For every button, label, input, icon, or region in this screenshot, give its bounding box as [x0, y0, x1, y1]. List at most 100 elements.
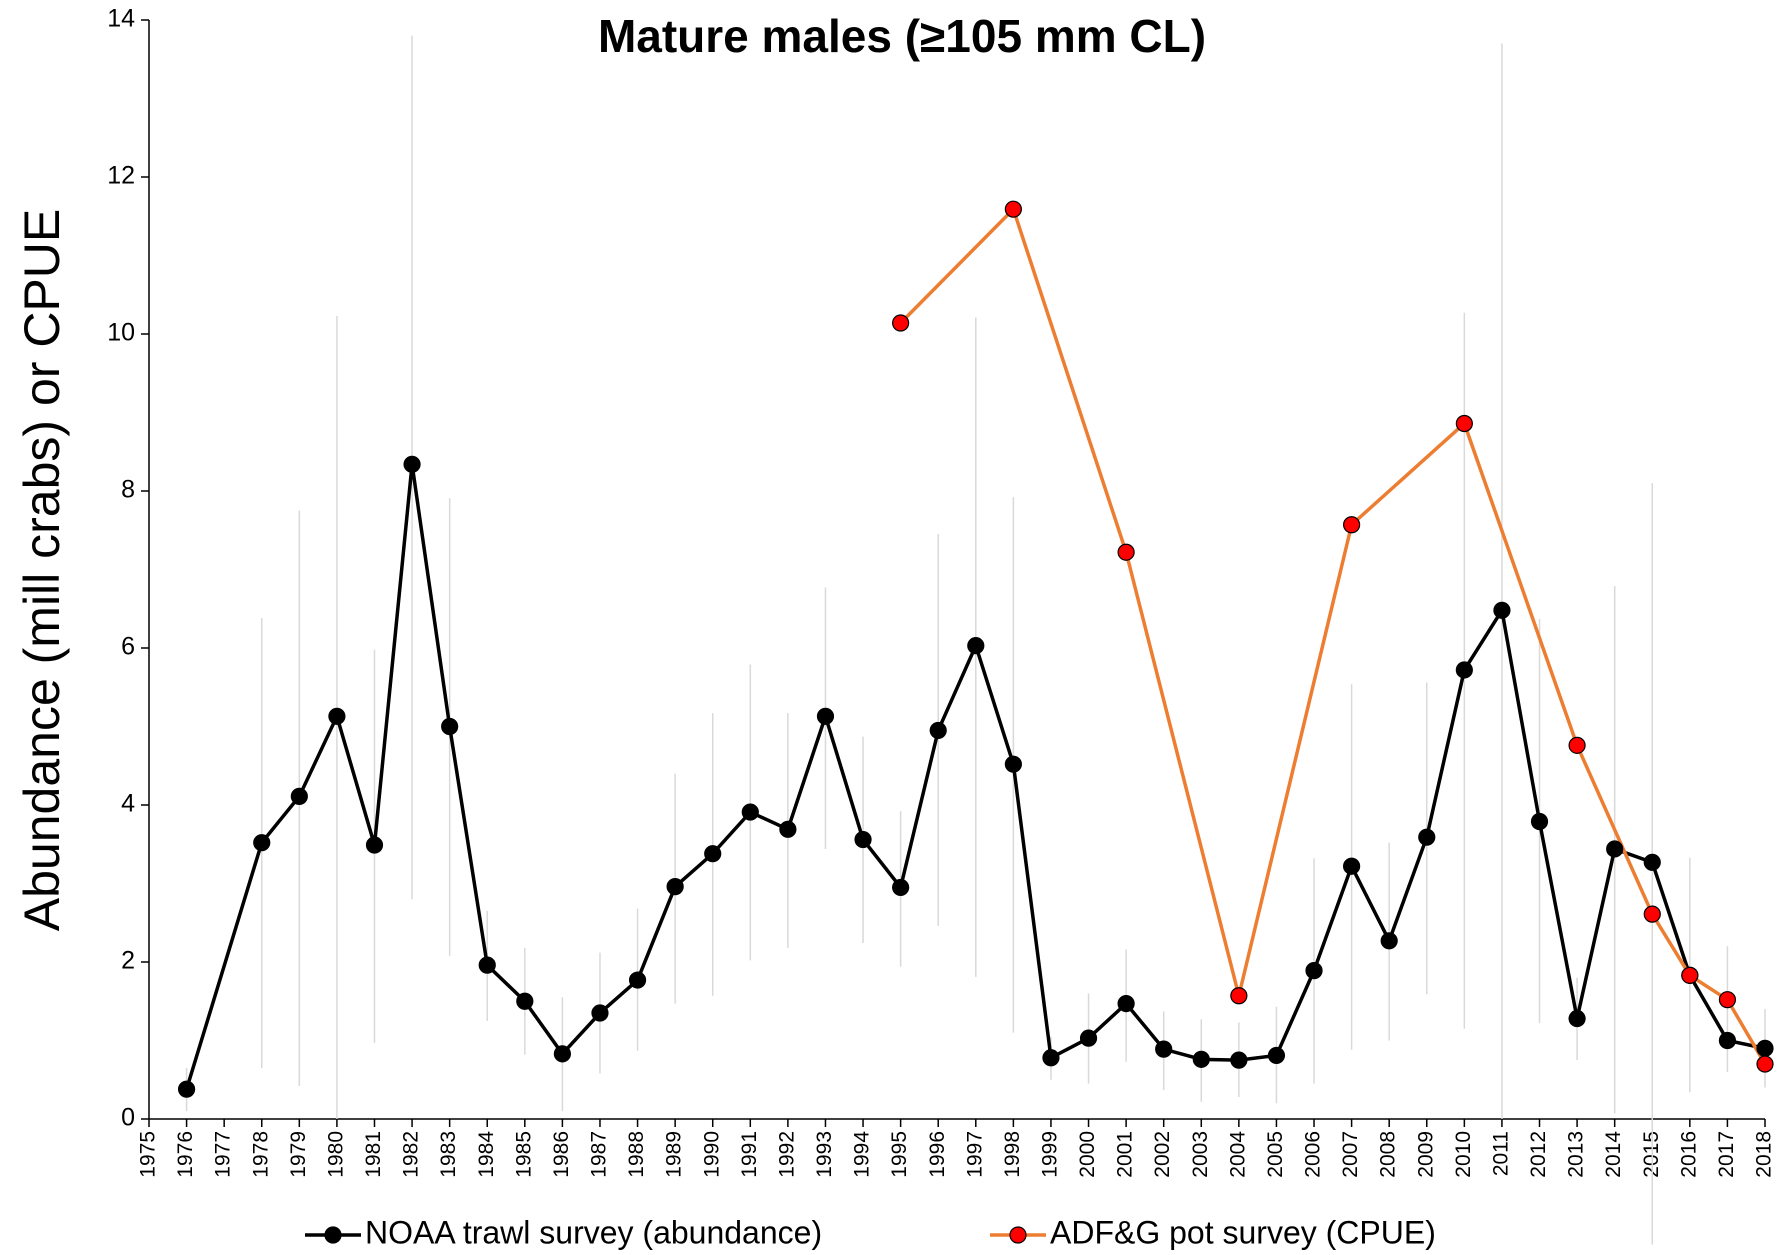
x-tick-label: 1999 [1039, 1131, 1062, 1178]
marker [1117, 543, 1135, 561]
x-tick-label: 2003 [1189, 1131, 1212, 1178]
marker [929, 721, 947, 740]
marker [741, 803, 759, 821]
x-tick-label: 1976 [174, 1131, 197, 1178]
marker [441, 717, 459, 736]
marker [177, 1080, 196, 1098]
x-tick-label: 1987 [588, 1131, 611, 1178]
marker [1155, 1040, 1173, 1058]
marker [1530, 812, 1549, 831]
x-tick-label: 1997 [963, 1131, 986, 1178]
x-tick-label: 1981 [362, 1131, 385, 1178]
marker [1718, 1031, 1737, 1050]
legend-marker [1009, 1226, 1027, 1244]
x-tick-label: 2001 [1114, 1131, 1137, 1178]
x-tick-label: 1983 [437, 1131, 460, 1178]
marker [1643, 905, 1661, 923]
marker [1192, 1050, 1210, 1068]
marker [1343, 516, 1361, 534]
marker [1117, 995, 1135, 1013]
y-axis-title: Abundance (mill crabs) or CPUE [14, 209, 70, 932]
x-tick-label: 2013 [1565, 1131, 1588, 1178]
x-tick-label: 1984 [475, 1131, 498, 1178]
marker [1004, 200, 1022, 218]
marker [591, 1004, 609, 1022]
marker [1267, 1046, 1286, 1065]
chart-title: Mature males (≥105 mm CL) [598, 10, 1206, 62]
marker [516, 992, 534, 1010]
series-line [899, 205, 1767, 1065]
x-tick-label: 1979 [287, 1131, 310, 1178]
x-tick-label: 2017 [1715, 1131, 1738, 1178]
marker [1568, 736, 1586, 754]
marker [779, 820, 797, 838]
x-tick-label: 2015 [1640, 1131, 1663, 1178]
x-tick-label: 2008 [1377, 1131, 1400, 1178]
y-tick-label: 10 [107, 319, 135, 347]
marker [704, 845, 722, 863]
y-tick-label: 12 [107, 162, 135, 190]
x-tick-label: 1988 [625, 1131, 648, 1178]
y-tick-label: 4 [121, 790, 135, 818]
x-tick-label: 2016 [1677, 1131, 1700, 1178]
x-tick-label: 1977 [212, 1131, 235, 1178]
marker [328, 707, 346, 725]
x-tick-label: 1995 [888, 1131, 911, 1178]
x-tick-label: 2011 [1489, 1131, 1512, 1176]
marker [478, 956, 496, 974]
x-tick-label: 2009 [1414, 1131, 1437, 1178]
legend-label: NOAA trawl survey (abundance) [365, 1214, 822, 1250]
x-tick-label: 2005 [1264, 1131, 1287, 1178]
marker [1681, 966, 1699, 984]
marker [1606, 840, 1624, 858]
x-tick-label: 1978 [249, 1131, 272, 1178]
x-tick-label: 2004 [1226, 1131, 1249, 1178]
marker [628, 971, 647, 989]
y-tick-label: 6 [121, 633, 135, 661]
x-tick-label: 1998 [1001, 1131, 1024, 1178]
x-tick-label: 1992 [775, 1131, 798, 1178]
x-tick-label: 2012 [1527, 1131, 1550, 1178]
x-tick-label: 2010 [1452, 1131, 1475, 1178]
x-tick-label: 1980 [324, 1131, 347, 1178]
marker [1455, 414, 1473, 433]
x-tick-label: 1991 [738, 1131, 761, 1178]
marker [1756, 1039, 1774, 1057]
x-tick-label: 2002 [1151, 1131, 1174, 1178]
x-tick-label: 1986 [550, 1131, 573, 1178]
marker [1079, 1029, 1098, 1047]
x-tick-label: 1993 [813, 1131, 836, 1178]
marker [403, 455, 421, 473]
marker [1568, 1009, 1586, 1028]
marker [1004, 755, 1022, 773]
x-tick-label: 1975 [137, 1131, 160, 1178]
x-tick-label: 2014 [1602, 1131, 1625, 1178]
marker [1343, 857, 1361, 875]
legend-marker [324, 1226, 342, 1244]
x-tick-label: 1989 [663, 1131, 686, 1178]
marker [253, 834, 271, 852]
marker [1493, 601, 1511, 619]
marker [1756, 1055, 1774, 1073]
marker [1230, 1051, 1248, 1069]
marker [967, 637, 985, 655]
marker [1643, 853, 1661, 871]
marker [816, 707, 835, 725]
marker [1305, 962, 1323, 980]
y-tick-label: 14 [107, 5, 135, 33]
x-tick-label: 2000 [1076, 1131, 1099, 1178]
marker [666, 878, 684, 896]
marker [892, 878, 910, 897]
legend-label: ADF&G pot survey (CPUE) [1050, 1214, 1436, 1250]
marker [553, 1045, 571, 1063]
x-tick-label: 2007 [1339, 1131, 1362, 1178]
x-tick-label: 1982 [400, 1131, 423, 1178]
x-tick-label: 2006 [1302, 1131, 1325, 1178]
marker [1042, 1049, 1060, 1067]
y-tick-label: 0 [121, 1104, 135, 1132]
x-tick-label: 1996 [926, 1131, 949, 1178]
x-tick-label: 1985 [512, 1131, 535, 1178]
x-tick-label: 1994 [851, 1131, 874, 1178]
marker [1418, 828, 1436, 846]
